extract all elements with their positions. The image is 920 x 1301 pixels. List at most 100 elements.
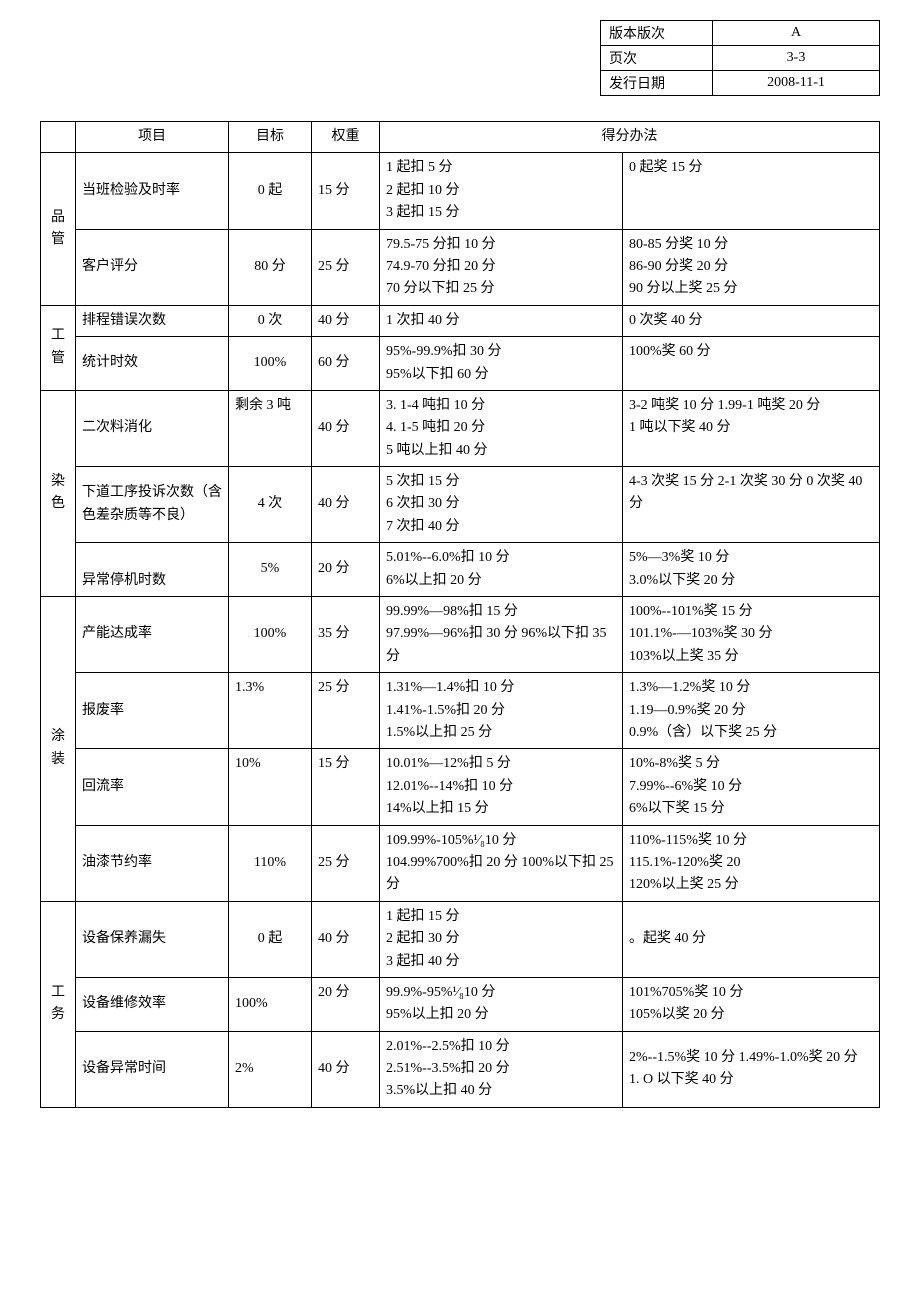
cell-score-b: 101%705%奖 10 分105%以奖 20 分 — [623, 977, 880, 1031]
table-row: 染色二次料消化剩余 3 吨40 分3. 1-4 吨扣 10 分4. 1-5 吨扣… — [41, 390, 880, 466]
meta-date-value: 2008-11-1 — [713, 71, 880, 96]
cell-target: 1.3% — [229, 673, 312, 749]
cell-item: 设备异常时间 — [76, 1031, 229, 1107]
table-row: 回流率10%15 分10.01%—12%扣 5 分12.01%--14%扣 10… — [41, 749, 880, 825]
cell-target: 100% — [229, 597, 312, 673]
cell-score-b: 2%--1.5%奖 10 分 1.49%-1.0%奖 20 分1. O 以下奖 … — [623, 1031, 880, 1107]
cell-score-a: 5 次扣 15 分6 次扣 30 分7 次扣 40 分 — [380, 467, 623, 543]
cell-weight: 60 分 — [312, 337, 380, 391]
group-name: 涂装 — [41, 597, 76, 902]
cell-item: 设备维修效率 — [76, 977, 229, 1031]
cell-score-a: 1 起扣 15 分2 起扣 30 分3 起扣 40 分 — [380, 901, 623, 977]
cell-weight: 20 分 — [312, 977, 380, 1031]
cell-weight: 25 分 — [312, 229, 380, 305]
cell-score-b: 110%-115%奖 10 分115.1%-120%奖 20120%以上奖 25… — [623, 825, 880, 901]
cell-item: 当班检验及时率 — [76, 153, 229, 229]
table-row: 下道工序投诉次数（含色差杂质等不良）4 次40 分5 次扣 15 分6 次扣 3… — [41, 467, 880, 543]
cell-score-a: 99.9%-95%¹⁄₈10 分95%以上扣 20 分 — [380, 977, 623, 1031]
cell-target: 5% — [229, 543, 312, 597]
cell-score-b: 4-3 次奖 15 分 2-1 次奖 30 分 0 次奖 40 分 — [623, 467, 880, 543]
cell-weight: 40 分 — [312, 901, 380, 977]
meta-version-value: A — [713, 21, 880, 46]
table-row: 异常停机时数5%20 分5.01%--6.0%扣 10 分6%以上扣 20 分5… — [41, 543, 880, 597]
cell-weight: 15 分 — [312, 153, 380, 229]
cell-weight: 40 分 — [312, 1031, 380, 1107]
table-row: 涂装产能达成率100%35 分99.99%—98%扣 15 分97.99%—96… — [41, 597, 880, 673]
cell-item: 回流率 — [76, 749, 229, 825]
cell-score-b: 100%奖 60 分 — [623, 337, 880, 391]
cell-score-b: 。起奖 40 分 — [623, 901, 880, 977]
cell-item: 二次料消化 — [76, 390, 229, 466]
cell-target: 0 次 — [229, 305, 312, 336]
cell-target: 10% — [229, 749, 312, 825]
cell-weight: 25 分 — [312, 825, 380, 901]
cell-score-a: 79.5-75 分扣 10 分74.9-70 分扣 20 分70 分以下扣 25… — [380, 229, 623, 305]
cell-weight: 40 分 — [312, 390, 380, 466]
cell-score-a: 10.01%—12%扣 5 分12.01%--14%扣 10 分14%以上扣 1… — [380, 749, 623, 825]
meta-page-value: 3-3 — [713, 46, 880, 71]
cell-score-a: 1 起扣 5 分2 起扣 10 分3 起扣 15 分 — [380, 153, 623, 229]
cell-score-a: 3. 1-4 吨扣 10 分4. 1-5 吨扣 20 分5 吨以上扣 40 分 — [380, 390, 623, 466]
meta-table: 版本版次 A 页次 3-3 发行日期 2008-11-1 — [600, 20, 880, 96]
cell-target: 100% — [229, 337, 312, 391]
cell-item: 排程错误次数 — [76, 305, 229, 336]
cell-score-a: 2.01%--2.5%扣 10 分2.51%--3.5%扣 20 分3.5%以上… — [380, 1031, 623, 1107]
cell-weight: 15 分 — [312, 749, 380, 825]
table-row: 油漆节约率110%25 分109.99%-105%¹⁄₈10 分104.99%7… — [41, 825, 880, 901]
table-row: 统计时效100%60 分95%-99.9%扣 30 分95%以下扣 60 分10… — [41, 337, 880, 391]
header-row: 项目 目标 权重 得分办法 — [41, 122, 880, 153]
cell-weight: 25 分 — [312, 673, 380, 749]
group-name: 工务 — [41, 901, 76, 1107]
cell-weight: 40 分 — [312, 305, 380, 336]
cell-item: 客户评分 — [76, 229, 229, 305]
cell-score-b: 10%-8%奖 5 分7.99%--6%奖 10 分6%以下奖 15 分 — [623, 749, 880, 825]
main-table: 项目 目标 权重 得分办法 品管当班检验及时率0 起15 分1 起扣 5 分2 … — [40, 121, 880, 1108]
cell-score-a: 1.31%—1.4%扣 10 分1.41%-1.5%扣 20 分1.5%以上扣 … — [380, 673, 623, 749]
cell-item: 油漆节约率 — [76, 825, 229, 901]
meta-date-label: 发行日期 — [601, 71, 713, 96]
cell-score-b: 100%--101%奖 15 分101.1%-—103%奖 30 分103%以上… — [623, 597, 880, 673]
header-method: 得分办法 — [380, 122, 880, 153]
table-row: 设备维修效率100%20 分99.9%-95%¹⁄₈10 分95%以上扣 20 … — [41, 977, 880, 1031]
cell-target: 剩余 3 吨 — [229, 390, 312, 466]
cell-score-a: 95%-99.9%扣 30 分95%以下扣 60 分 — [380, 337, 623, 391]
cell-score-b: 1.3%—1.2%奖 10 分1.19—0.9%奖 20 分0.9%（含）以下奖… — [623, 673, 880, 749]
cell-score-a: 109.99%-105%¹⁄₈10 分104.99%700%扣 20 分 100… — [380, 825, 623, 901]
cell-item: 报废率 — [76, 673, 229, 749]
cell-item: 下道工序投诉次数（含色差杂质等不良） — [76, 467, 229, 543]
meta-version-label: 版本版次 — [601, 21, 713, 46]
cell-target: 0 起 — [229, 901, 312, 977]
cell-target: 0 起 — [229, 153, 312, 229]
cell-target: 110% — [229, 825, 312, 901]
cell-score-b: 0 次奖 40 分 — [623, 305, 880, 336]
cell-weight: 35 分 — [312, 597, 380, 673]
header-weight: 权重 — [312, 122, 380, 153]
table-row: 工务设备保养漏失0 起40 分1 起扣 15 分2 起扣 30 分3 起扣 40… — [41, 901, 880, 977]
cell-target: 80 分 — [229, 229, 312, 305]
meta-page-label: 页次 — [601, 46, 713, 71]
table-row: 客户评分80 分25 分79.5-75 分扣 10 分74.9-70 分扣 20… — [41, 229, 880, 305]
cell-target: 4 次 — [229, 467, 312, 543]
cell-score-a: 99.99%—98%扣 15 分97.99%—96%扣 30 分 96%以下扣 … — [380, 597, 623, 673]
header-item: 项目 — [76, 122, 229, 153]
table-row: 品管当班检验及时率0 起15 分1 起扣 5 分2 起扣 10 分3 起扣 15… — [41, 153, 880, 229]
cell-target: 2% — [229, 1031, 312, 1107]
header-target: 目标 — [229, 122, 312, 153]
cell-weight: 40 分 — [312, 467, 380, 543]
cell-score-b: 3-2 吨奖 10 分 1.99-1 吨奖 20 分1 吨以下奖 40 分 — [623, 390, 880, 466]
cell-item: 设备保养漏失 — [76, 901, 229, 977]
group-name: 品管 — [41, 153, 76, 305]
cell-score-b: 80-85 分奖 10 分86-90 分奖 20 分90 分以上奖 25 分 — [623, 229, 880, 305]
table-row: 工管排程错误次数0 次40 分1 次扣 40 分0 次奖 40 分 — [41, 305, 880, 336]
cell-target: 100% — [229, 977, 312, 1031]
cell-score-b: 5%—3%奖 10 分3.0%以下奖 20 分 — [623, 543, 880, 597]
table-row: 报废率1.3%25 分1.31%—1.4%扣 10 分1.41%-1.5%扣 2… — [41, 673, 880, 749]
cell-weight: 20 分 — [312, 543, 380, 597]
cell-score-b: 0 起奖 15 分 — [623, 153, 880, 229]
cell-score-a: 1 次扣 40 分 — [380, 305, 623, 336]
table-row: 设备异常时间2%40 分2.01%--2.5%扣 10 分2.51%--3.5%… — [41, 1031, 880, 1107]
cell-item: 异常停机时数 — [76, 543, 229, 597]
cell-item: 统计时效 — [76, 337, 229, 391]
cell-score-a: 5.01%--6.0%扣 10 分6%以上扣 20 分 — [380, 543, 623, 597]
group-name: 染色 — [41, 390, 76, 596]
